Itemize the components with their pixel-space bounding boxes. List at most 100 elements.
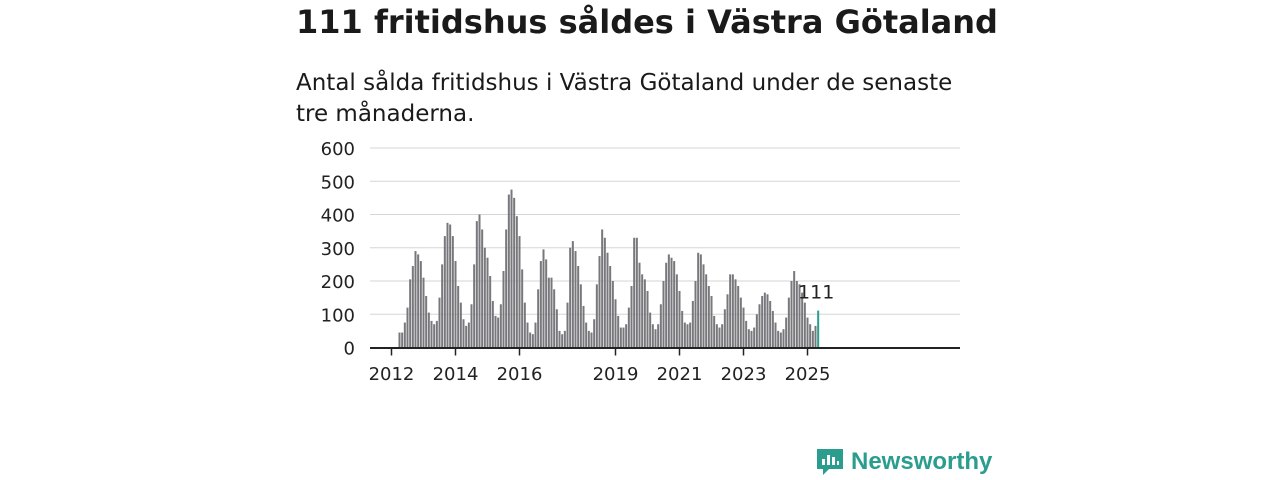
bar: [694, 281, 697, 348]
bar: [790, 281, 793, 348]
bar: [731, 274, 734, 348]
bar: [755, 314, 758, 348]
bar: [614, 299, 617, 348]
bar: [809, 324, 812, 348]
bar: [814, 325, 817, 348]
bar: [662, 281, 665, 348]
bar: [667, 254, 670, 348]
bar: [577, 266, 580, 348]
bar: [446, 222, 449, 348]
bar: [406, 307, 409, 348]
bar: [777, 330, 780, 348]
bar: [795, 281, 798, 348]
bar: [659, 304, 662, 348]
bar: [603, 237, 606, 348]
bar: [718, 327, 721, 348]
bar: [491, 300, 494, 348]
bar: [457, 285, 460, 348]
bar: [521, 269, 524, 348]
bar: [633, 237, 636, 348]
bar: [526, 322, 529, 348]
bar: [499, 304, 502, 348]
bar: [582, 305, 585, 348]
bar: [534, 322, 537, 348]
bar: [550, 277, 553, 348]
brand-name: Newsworthy: [851, 448, 993, 475]
bar: [571, 241, 574, 348]
highlight-label: 111: [798, 282, 834, 304]
bar: [441, 264, 444, 348]
bar: [430, 320, 433, 348]
x-tick-label: 2016: [497, 364, 543, 385]
bar: [678, 290, 681, 348]
bar: [761, 295, 764, 348]
bar: [622, 327, 625, 348]
bar: [422, 277, 425, 348]
bar: [449, 224, 452, 348]
bar: [617, 315, 620, 348]
bar: [529, 332, 532, 348]
y-tick-label: 600: [321, 139, 355, 160]
bar: [483, 247, 486, 348]
bar: [478, 214, 481, 348]
bar: [713, 315, 716, 348]
bar: [625, 324, 628, 348]
bar: [670, 257, 673, 348]
y-tick-label: 200: [321, 272, 355, 293]
bar: [561, 334, 564, 348]
bar: [627, 307, 630, 348]
bar: [489, 276, 492, 348]
bar: [643, 279, 646, 348]
bar: [579, 284, 582, 348]
bar: [585, 322, 588, 348]
bar: [787, 297, 790, 348]
bar: [686, 324, 689, 348]
bar: [537, 289, 540, 348]
bar: [697, 252, 700, 348]
bar: [609, 266, 612, 348]
bar: [611, 281, 614, 348]
bar: [433, 324, 436, 348]
y-tick-label: 300: [321, 239, 355, 260]
bar: [398, 332, 401, 348]
bar: [785, 317, 788, 348]
bar: [801, 292, 804, 348]
bar: [523, 302, 526, 348]
bar: [715, 324, 718, 348]
bar: [707, 285, 710, 348]
bar: [769, 300, 772, 348]
bar: [723, 309, 726, 348]
bar-chart: 111 2012 2014 2016 2019 2021 2023 2025 0 100 200…: [321, 139, 960, 385]
bar: [470, 304, 473, 348]
bar: [590, 332, 593, 348]
bar: [803, 302, 806, 348]
bar: [427, 312, 430, 348]
bar: [558, 330, 561, 348]
bar: [505, 229, 508, 348]
bar: [502, 271, 505, 348]
bar: [782, 329, 785, 348]
bar: [593, 319, 596, 348]
bar: [518, 236, 521, 348]
bar: [462, 319, 465, 348]
bar: [542, 249, 545, 348]
bar: [779, 332, 782, 348]
newsworthy-icon: [817, 449, 843, 475]
bar: [798, 284, 801, 348]
bar: [473, 264, 476, 348]
bar: [638, 262, 641, 348]
bar: [411, 266, 414, 348]
bar: [451, 236, 454, 348]
bar: [726, 294, 729, 348]
x-tick-label: 2025: [785, 364, 831, 385]
bar: [745, 320, 748, 348]
bar: [619, 327, 622, 348]
bar: [702, 264, 705, 348]
bar: [673, 261, 676, 348]
y-tick-label: 400: [321, 206, 355, 227]
y-tick-label: 500: [321, 172, 355, 193]
bar: [566, 302, 569, 348]
bar: [425, 295, 428, 348]
bar: [710, 295, 713, 348]
bar: [654, 329, 657, 348]
